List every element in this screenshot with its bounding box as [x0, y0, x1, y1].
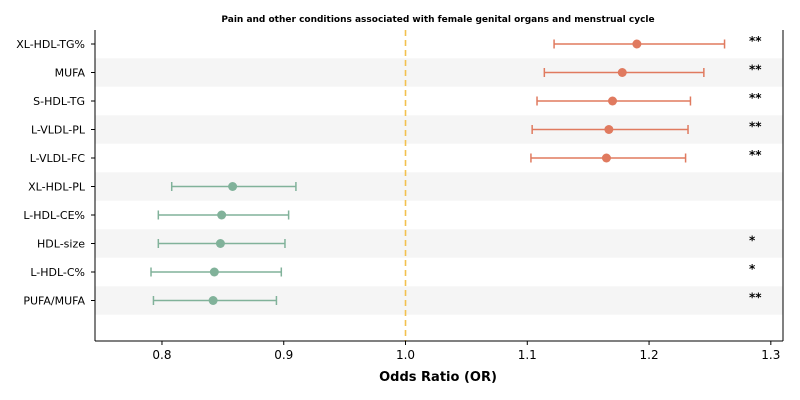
x-axis-label: Odds Ratio (OR) — [379, 370, 497, 385]
forest-row: S-HDL-TG ** — [33, 91, 762, 108]
significance-marker: ** — [749, 63, 762, 77]
row-label: HDL-size — [37, 238, 85, 251]
chart-title: Pain and other conditions associated wit… — [221, 15, 654, 25]
significance-marker: ** — [749, 34, 762, 48]
significance-marker: ** — [749, 120, 762, 134]
or-point — [632, 39, 642, 49]
x-tick-label: 0.8 — [152, 348, 171, 362]
forest-row: L-VLDL-FC ** — [30, 148, 763, 165]
or-point — [228, 182, 238, 191]
row-label: MUFA — [55, 67, 86, 80]
x-tick-label: 1.1 — [518, 348, 537, 362]
row-label: L-VLDL-FC — [30, 152, 86, 165]
or-point — [601, 153, 611, 163]
or-point — [215, 239, 225, 248]
axes: 0.8 0.9 1.0 1.1 1.2 1.3 — [91, 30, 784, 362]
row-label: XL-HDL-TG% — [16, 38, 85, 51]
row-label: L-HDL-C% — [30, 266, 85, 279]
significance-marker: ** — [749, 148, 762, 162]
or-point — [608, 96, 618, 106]
or-point — [604, 125, 614, 134]
significance-marker: * — [749, 234, 756, 248]
or-point — [217, 210, 227, 220]
forest-row: XL-HDL-TG% ** — [16, 34, 762, 51]
significance-marker: ** — [749, 91, 762, 105]
row-label: L-HDL-CE% — [23, 209, 85, 222]
forest-row: L-HDL-CE% — [23, 209, 290, 222]
x-tick-label: 1.0 — [396, 348, 415, 362]
row-label: L-VLDL-PL — [31, 124, 86, 137]
x-tick-label: 0.9 — [274, 348, 293, 362]
row-label: S-HDL-TG — [33, 95, 85, 108]
or-point — [617, 68, 627, 77]
forest-row: PUFA/MUFA ** — [23, 291, 762, 308]
forest-row: L-VLDL-PL ** — [31, 120, 762, 137]
forest-row: XL-HDL-PL — [28, 181, 297, 194]
or-point — [208, 296, 218, 305]
significance-marker: ** — [749, 291, 762, 305]
row-label: PUFA/MUFA — [23, 295, 85, 308]
forest-row: L-HDL-C% * — [30, 262, 756, 279]
forest-row: HDL-size * — [37, 234, 756, 251]
significance-marker: * — [749, 262, 756, 276]
forest-row: MUFA ** — [55, 63, 763, 80]
or-point — [209, 267, 219, 277]
row-label: XL-HDL-PL — [28, 181, 86, 194]
x-tick-label: 1.3 — [761, 348, 780, 362]
data-rows: XL-HDL-TG% **MUFA **S-HDL-TG **L-VLDL-PL **L… — [16, 34, 762, 308]
x-tick-label: 1.2 — [640, 348, 659, 362]
